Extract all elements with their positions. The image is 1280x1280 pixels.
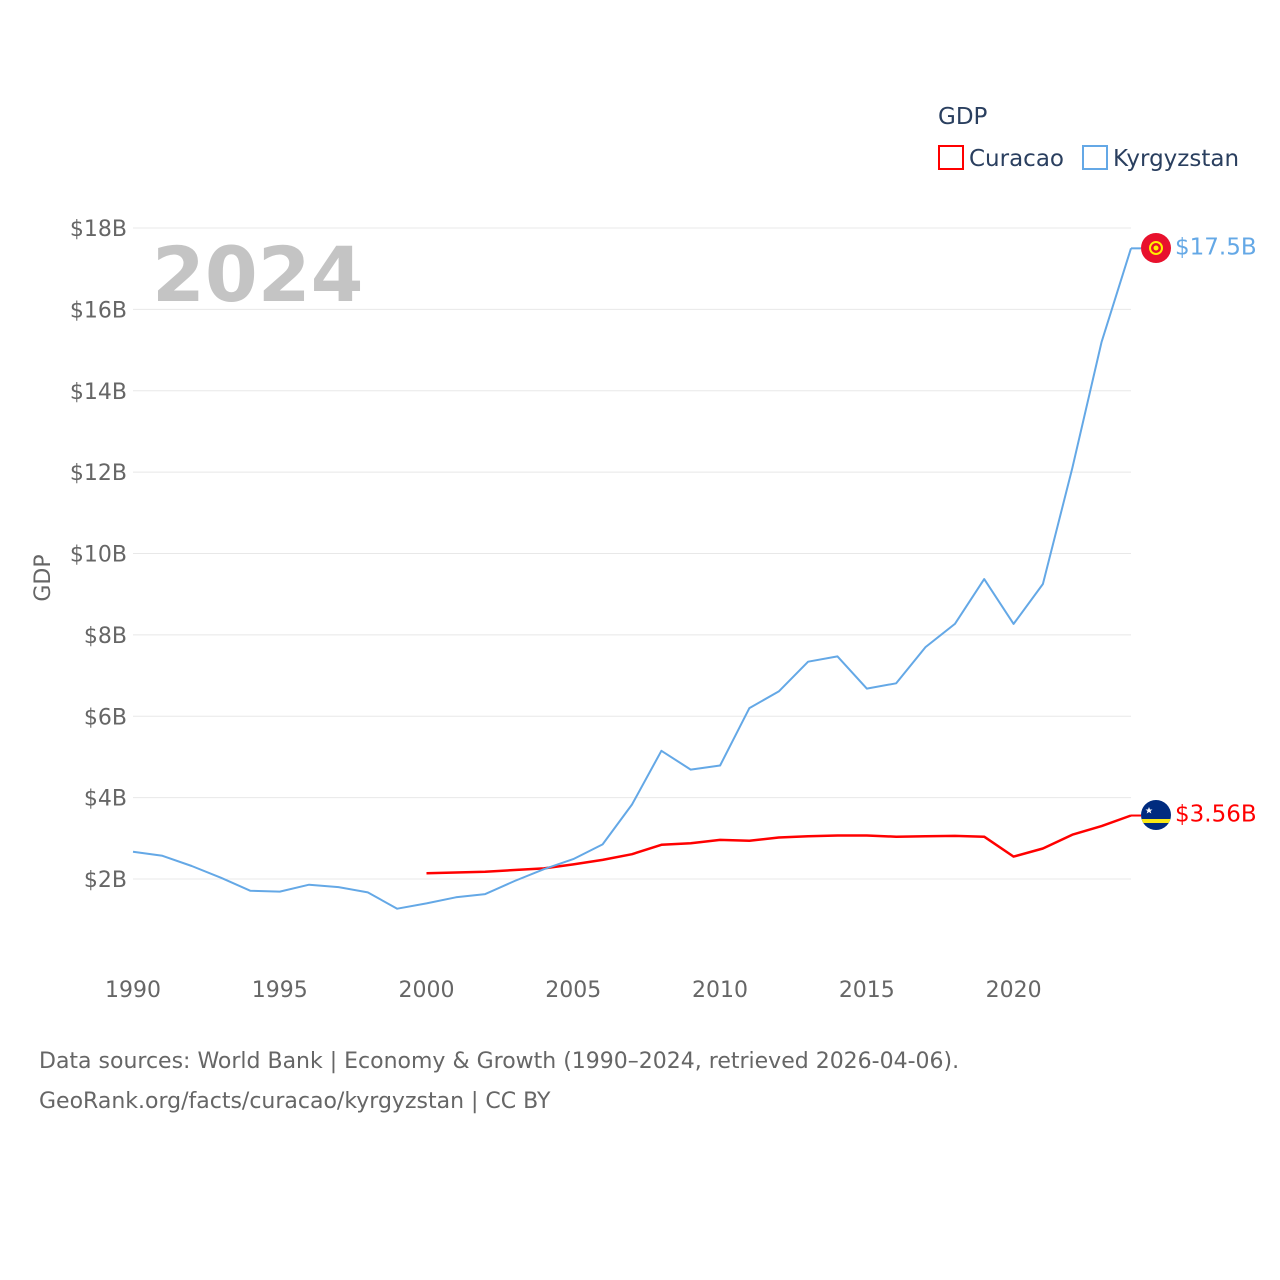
x-tick-label: 2005: [545, 978, 601, 1003]
y-tick-label: $12B: [70, 461, 127, 486]
series-line-curacao: [426, 814, 1132, 875]
x-tick-label: 2000: [399, 978, 455, 1003]
gdp-line-chart: $2B$4B$6B$8B$10B$12B$14B$16B$18B 1990 199…: [31, 104, 1257, 1003]
y-tick-label: $18B: [70, 217, 127, 242]
series-line-kyrgyzstan: [132, 248, 1132, 910]
legend-swatch-kyrgyzstan: [1082, 145, 1108, 170]
legend-item-curacao[interactable]: Curacao: [938, 145, 1064, 172]
x-axis-ticks: 1990 1995 2000 2005 2010 2015 2020: [105, 978, 1042, 1003]
legend-label-curacao: Curacao: [969, 146, 1064, 172]
y-tick-label: $4B: [84, 787, 127, 812]
y-tick-label: $2B: [84, 868, 127, 893]
curacao-flag-icon: [1141, 800, 1171, 830]
y-tick-label: $10B: [70, 543, 127, 568]
x-tick-label: 2020: [986, 978, 1042, 1003]
legend-swatch-curacao: [938, 145, 964, 170]
y-axis-title: GDP: [31, 554, 56, 601]
y-tick-label: $8B: [84, 624, 127, 649]
y-tick-label: $16B: [70, 298, 127, 323]
end-value-label-kyrgyzstan: $17.5B: [1175, 234, 1257, 260]
y-axis-ticks: $2B $4B $6B $8B $10B $12B $14B $16B $18B: [70, 217, 127, 893]
source-url-license: GeoRank.org/facts/curacao/kyrgyzstan | C…: [39, 1089, 551, 1114]
series-end-labels: $3.56B $17.5B: [1131, 234, 1257, 828]
x-tick-label: 2015: [839, 978, 895, 1003]
y-tick-label: $14B: [70, 380, 127, 405]
end-value-label-curacao: $3.56B: [1175, 802, 1257, 828]
legend-label-kyrgyzstan: Kyrgyzstan: [1113, 146, 1239, 172]
footer: Data sources: World Bank | Economy & Gro…: [39, 1042, 1239, 1122]
x-tick-label: 1990: [105, 978, 161, 1003]
legend-item-kyrgyzstan[interactable]: Kyrgyzstan: [1082, 145, 1239, 172]
x-tick-label: 2010: [692, 978, 748, 1003]
legend-title: GDP: [938, 104, 988, 130]
data-sources-note: Data sources: World Bank | Economy & Gro…: [39, 1049, 960, 1074]
x-tick-label: 1995: [252, 978, 308, 1003]
series-lines: [132, 248, 1132, 910]
year-watermark: 2024: [152, 230, 364, 319]
gridlines: [133, 227, 1131, 880]
legend: GDP Curacao Kyrgyzstan: [938, 104, 1239, 172]
y-tick-label: $6B: [84, 705, 127, 730]
kyrgyzstan-flag-icon: [1141, 233, 1171, 263]
